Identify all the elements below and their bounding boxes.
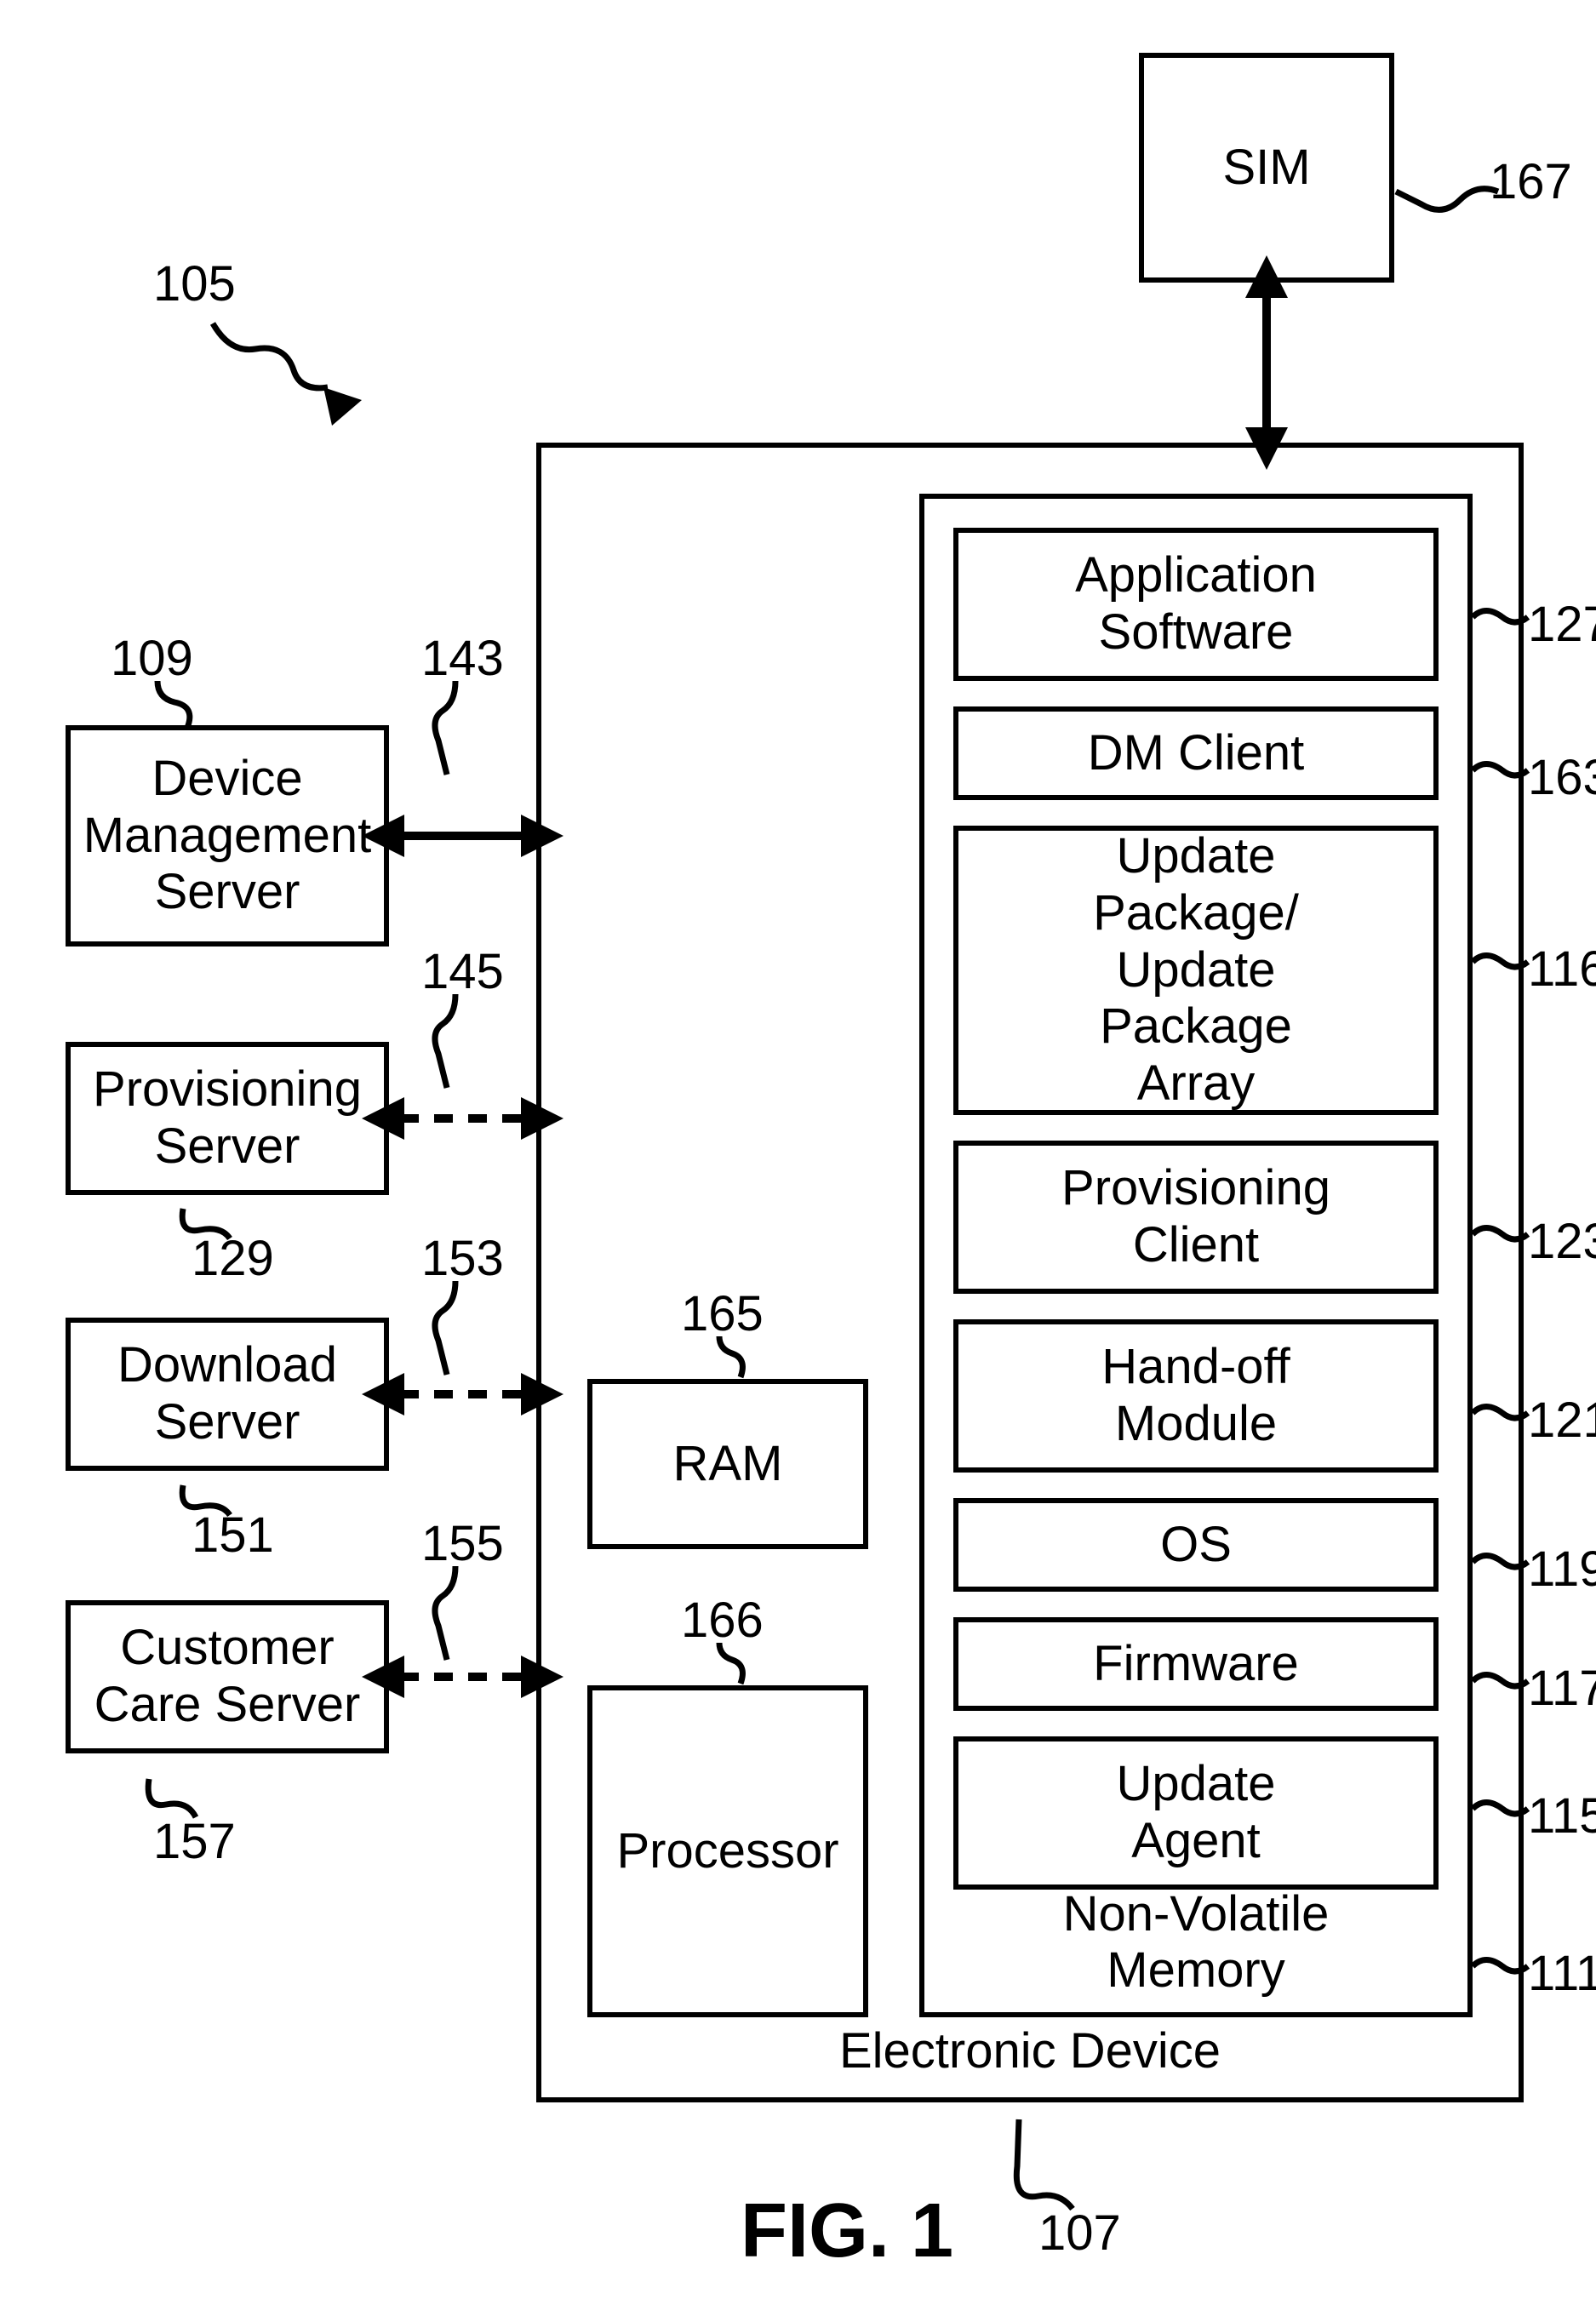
nvm-label: Non-VolatileMemory (1063, 1886, 1330, 1999)
prov-client-label: ProvisioningClient (1061, 1160, 1330, 1273)
provisioning-server-label: ProvisioningServer (93, 1061, 362, 1175)
device-management-server-label: DeviceManagementServer (83, 751, 372, 921)
ref-127: 127 (1528, 596, 1596, 653)
firmware-label: Firmware (1093, 1636, 1299, 1693)
dm-client-label: DM Client (1088, 725, 1305, 782)
app-software-box: ApplicationSoftware (953, 528, 1439, 681)
update-agent-box: UpdateAgent (953, 1736, 1439, 1890)
figure-title: FIG. 1 (741, 2188, 953, 2275)
handoff-box: Hand-offModule (953, 1319, 1439, 1473)
ref-167: 167 (1490, 153, 1572, 210)
ref-116: 116 (1528, 941, 1596, 998)
ref-166: 166 (681, 1592, 764, 1649)
update-package-label: UpdatePackage/UpdatePackageArray (1093, 828, 1299, 1112)
provisioning-server-box: ProvisioningServer (66, 1042, 389, 1195)
ref-143: 143 (421, 630, 504, 687)
processor-box: Processor (587, 1685, 868, 2017)
ref-121: 121 (1528, 1392, 1596, 1449)
ref-105: 105 (153, 255, 236, 312)
sim-label: SIM (1222, 140, 1310, 197)
app-software-label: ApplicationSoftware (1075, 547, 1317, 661)
device-management-server-box: DeviceManagementServer (66, 725, 389, 947)
ref-107: 107 (1038, 2205, 1121, 2262)
ram-box: RAM (587, 1379, 868, 1549)
update-agent-label: UpdateAgent (1116, 1756, 1275, 1869)
firmware-box: Firmware (953, 1617, 1439, 1711)
ram-label: RAM (673, 1436, 783, 1493)
ref-151: 151 (192, 1507, 274, 1564)
ref-119: 119 (1528, 1541, 1596, 1598)
download-server-label: DownloadServer (117, 1337, 337, 1450)
os-label: OS (1160, 1517, 1232, 1574)
ref-115: 115 (1528, 1787, 1596, 1844)
ref-155: 155 (421, 1515, 504, 1572)
os-box: OS (953, 1498, 1439, 1592)
ref-163: 163 (1528, 749, 1596, 806)
ref-153: 153 (421, 1230, 504, 1287)
ref-145: 145 (421, 943, 504, 1000)
electronic-device-label: Electronic Device (839, 2023, 1221, 2080)
ref-129: 129 (192, 1230, 274, 1287)
prov-client-box: ProvisioningClient (953, 1141, 1439, 1294)
download-server-box: DownloadServer (66, 1318, 389, 1471)
ref-109: 109 (111, 630, 193, 687)
sim-box: SIM (1139, 53, 1394, 283)
handoff-label: Hand-offModule (1101, 1339, 1290, 1452)
ref-117: 117 (1528, 1660, 1596, 1717)
dm-client-box: DM Client (953, 706, 1439, 800)
ref-123: 123 (1528, 1213, 1596, 1270)
ref-165: 165 (681, 1285, 764, 1342)
update-package-box: UpdatePackage/UpdatePackageArray (953, 826, 1439, 1115)
ref-157: 157 (153, 1813, 236, 1870)
customer-care-server-box: CustomerCare Server (66, 1600, 389, 1753)
processor-label: Processor (616, 1823, 838, 1880)
ref-111: 111 (1528, 1945, 1596, 2002)
customer-care-server-label: CustomerCare Server (94, 1620, 361, 1733)
